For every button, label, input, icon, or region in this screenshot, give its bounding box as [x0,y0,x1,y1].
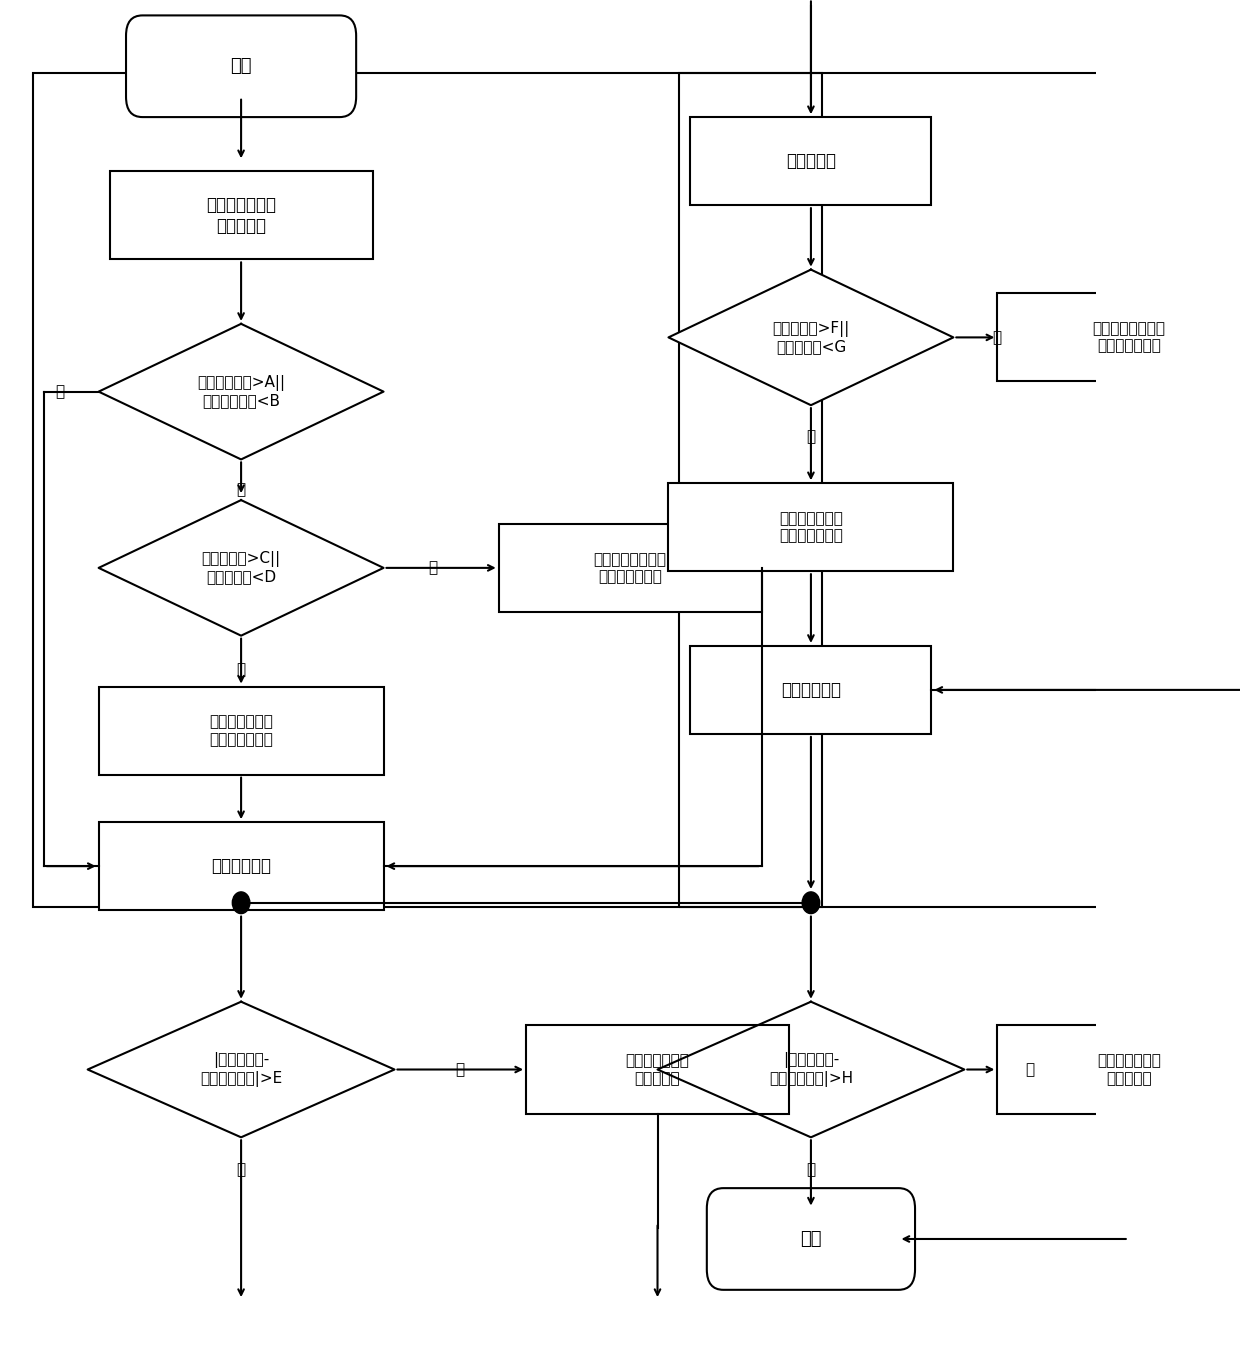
Text: 列块平均灰度: 列块平均灰度 [781,680,841,700]
Text: 记录该行所在行
号，即坏行: 记录该行所在行 号，即坏行 [625,1053,689,1086]
Text: 结束: 结束 [800,1230,822,1248]
Bar [997,1025,1240,1113]
Text: 该列平均灰度计
入列块平均灰度: 该列平均灰度计 入列块平均灰度 [779,510,843,543]
Bar [997,294,1240,381]
Polygon shape [657,1002,965,1138]
Text: 行块平均灰度: 行块平均灰度 [211,857,272,875]
FancyBboxPatch shape [707,1188,915,1290]
Bar [526,1025,789,1113]
Bar [109,171,372,260]
Polygon shape [99,324,383,460]
Text: 否: 否 [237,661,246,676]
Bar [33,73,822,906]
Text: 该列平均灰度不计
入列块平均灰度: 该列平均灰度不计 入列块平均灰度 [1092,321,1166,354]
Text: 行平均灰度>C||
行平均灰度<D: 行平均灰度>C|| 行平均灰度<D [201,551,280,585]
Polygon shape [668,269,954,406]
Text: 开始: 开始 [231,57,252,75]
Text: 该行平均灰度不计
入行块平均灰度: 该行平均灰度不计 入行块平均灰度 [594,551,667,584]
Text: 是: 是 [56,384,64,399]
Text: 否: 否 [806,1162,816,1177]
Text: 整体平均灰度>A||
整体平均灰度<B: 整体平均灰度>A|| 整体平均灰度<B [197,374,285,408]
Text: 整体平均灰度、
行平均灰度: 整体平均灰度、 行平均灰度 [206,196,277,235]
Text: 否: 否 [806,429,816,444]
FancyBboxPatch shape [126,15,356,117]
Text: 列平均灰度>F||
列平均灰度<G: 列平均灰度>F|| 列平均灰度<G [773,321,849,354]
Text: 该行平均灰度计
入行块平均灰度: 该行平均灰度计 入行块平均灰度 [210,715,273,747]
Polygon shape [88,1002,394,1138]
Bar [691,646,931,734]
Bar [680,73,1240,906]
Text: 否: 否 [237,482,246,497]
Text: |列平均灰度-
列块平均灰度|>H: |列平均灰度- 列块平均灰度|>H [769,1052,853,1086]
Text: 是: 是 [455,1062,465,1077]
Bar [498,524,761,612]
Bar [668,483,954,572]
Text: 是: 是 [1025,1062,1034,1077]
Text: |行平均灰度-
行块平均灰度|>E: |行平均灰度- 行块平均灰度|>E [200,1052,283,1086]
Text: 否: 否 [237,1162,246,1177]
Bar [99,686,383,774]
Bar [99,822,383,911]
Text: 列平均灰度: 列平均灰度 [786,152,836,170]
Text: 记录该列所在列
号，即坏列: 记录该列所在列 号，即坏列 [1097,1053,1161,1086]
Text: 是: 是 [993,329,1002,344]
Circle shape [802,891,820,913]
Circle shape [232,891,249,913]
Polygon shape [99,499,383,636]
Text: 是: 是 [428,561,438,576]
Bar [691,117,931,206]
